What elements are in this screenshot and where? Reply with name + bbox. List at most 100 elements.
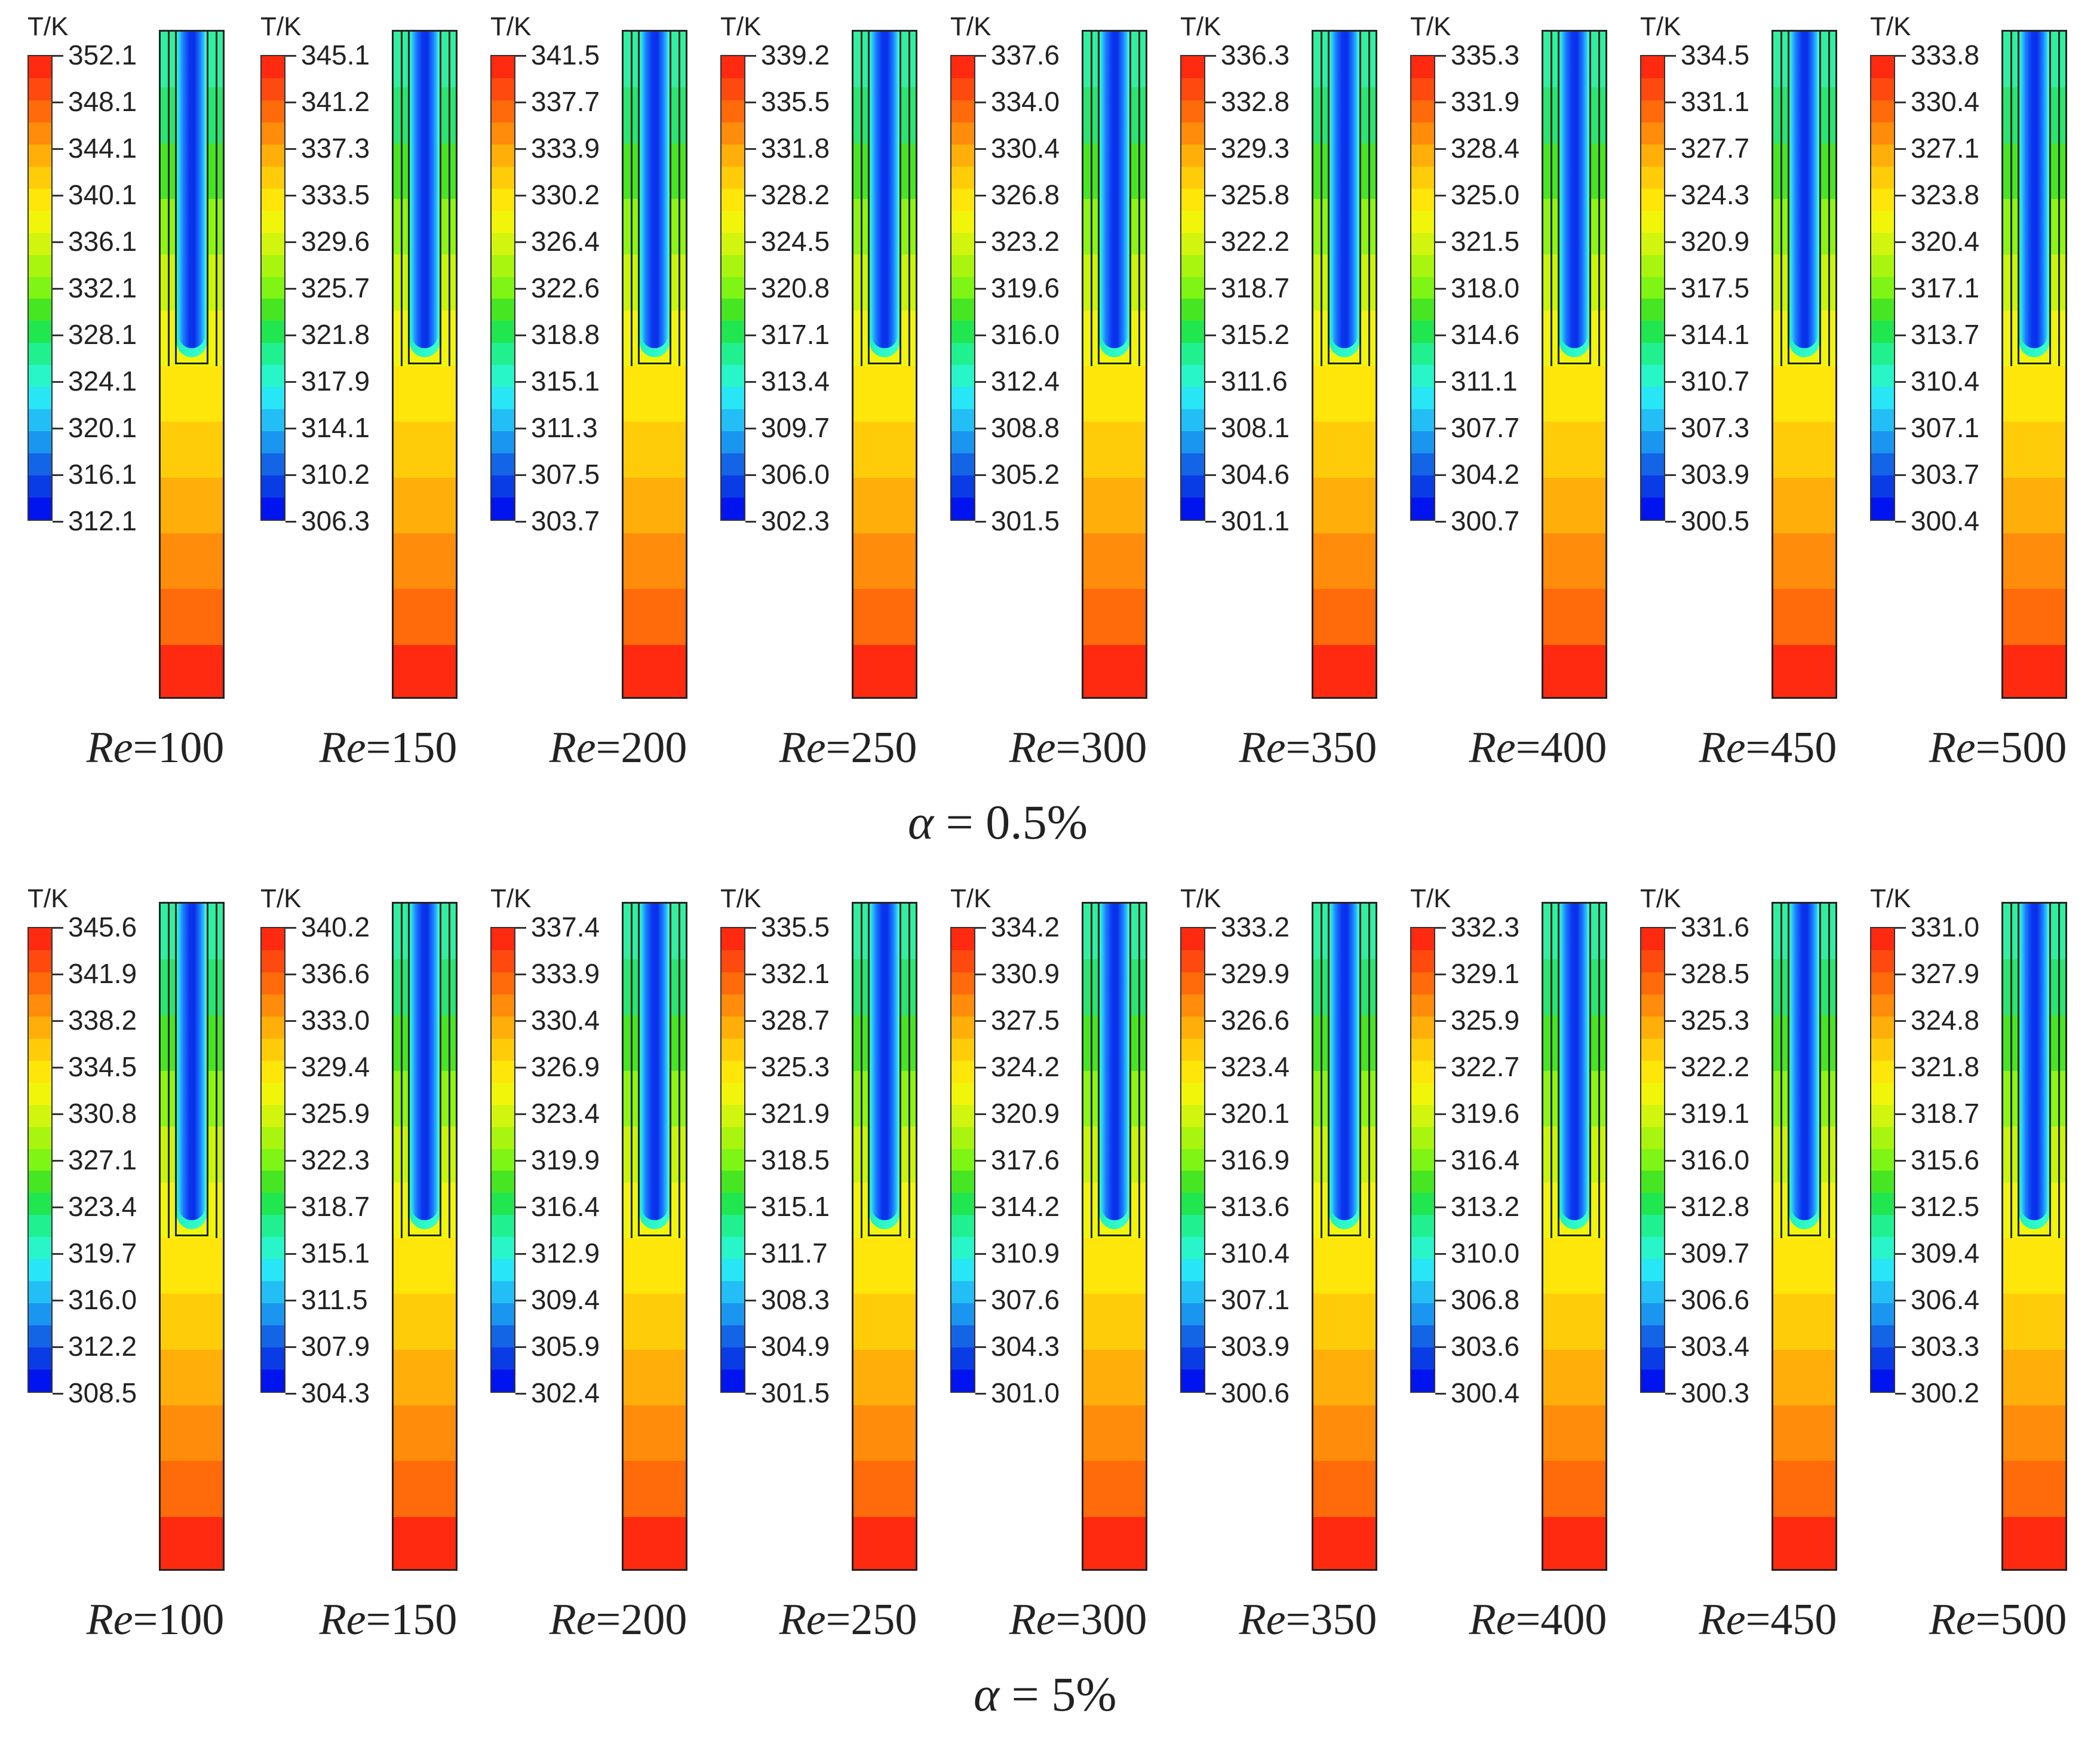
colorbar-tick: [515, 1067, 526, 1068]
colorbar-tick-label: 315.1: [761, 1191, 830, 1222]
colorbar-tick-label: 323.4: [531, 1098, 600, 1129]
reynolds-label: Re=450: [1672, 1595, 1863, 1645]
colorbar-tick: [1205, 1067, 1216, 1068]
colorbar-tick-label: 310.2: [301, 459, 370, 490]
reynolds-symbol: Re: [1929, 1595, 1976, 1644]
colorbar-swatch: [262, 1303, 284, 1326]
alpha-caption: α = 5%: [974, 1666, 1117, 1722]
colorbar-tick: [745, 974, 756, 975]
colorbar-swatch: [722, 321, 744, 343]
colorbar-swatch: [1411, 144, 1434, 167]
colorbar-tick: [745, 428, 756, 429]
colorbar-tick: [285, 1393, 296, 1395]
colorbar-unit-label: T/K: [1640, 884, 1681, 913]
contour-band: [2003, 422, 2065, 478]
colorbar-swatch: [951, 1281, 974, 1304]
colorbar-swatch: [1181, 1237, 1204, 1260]
inner-wall-line: [1780, 32, 1782, 366]
contour-band: [1313, 477, 1376, 534]
colorbar-tick-label: 319.6: [1451, 1098, 1520, 1129]
colorbar-swatch: [262, 387, 284, 410]
contour-band: [161, 533, 223, 590]
contour-band: [853, 477, 916, 534]
inner-wall-line: [1368, 32, 1370, 366]
inner-wall-line: [168, 904, 170, 1238]
alpha-caption: α = 0.5%: [908, 794, 1088, 850]
colorbar-tick: [975, 974, 986, 975]
inner-wall-line: [2058, 32, 2060, 366]
colorbar-tick-label: 304.3: [991, 1331, 1060, 1362]
cold-core-region: [1561, 32, 1588, 348]
colorbar-unit-label: T/K: [490, 884, 532, 913]
contour-band: [2003, 1516, 2065, 1569]
colorbar-swatch: [262, 498, 284, 520]
colorbar-tick: [1895, 1160, 1906, 1162]
colorbar-swatch: [262, 1038, 284, 1061]
reynolds-value: =200: [595, 723, 687, 772]
colorbar-tick-label: 327.7: [1681, 133, 1750, 164]
colorbar-tick-label: 308.3: [761, 1284, 830, 1315]
inner-wall-line: [631, 32, 633, 366]
colorbar: [720, 927, 745, 1393]
colorbar-tick-label: 304.3: [301, 1377, 370, 1408]
colorbar-swatch: [1641, 1215, 1664, 1238]
reynolds-value: =450: [1745, 723, 1837, 772]
colorbar-swatch: [1641, 210, 1664, 233]
colorbar-swatch: [492, 1126, 514, 1149]
colorbar-tick: [1665, 1346, 1676, 1348]
colorbar-swatch: [722, 1281, 744, 1304]
inner-pipe-outline: [1098, 904, 1131, 1236]
colorbar-swatch: [1641, 475, 1664, 498]
reynolds-value: =500: [1975, 723, 2067, 772]
colorbar-swatch: [262, 1171, 284, 1193]
colorbar-tick: [285, 241, 296, 243]
colorbar-tick-label: 328.4: [1451, 133, 1520, 164]
colorbar-swatch: [262, 1104, 284, 1127]
inner-pipe-outline: [408, 904, 441, 1236]
colorbar-unit-label: T/K: [1870, 884, 1911, 913]
colorbar-tick: [1665, 927, 1676, 929]
colorbar-swatch: [1181, 232, 1204, 255]
colorbar-tick: [745, 521, 756, 523]
cold-core-region: [179, 32, 205, 348]
contour-band: [394, 1461, 456, 1518]
contour-band: [161, 477, 223, 534]
contour-band: [161, 1516, 223, 1569]
colorbar-tick-label: 306.4: [1911, 1284, 1980, 1315]
colorbar: [1870, 927, 1895, 1393]
colorbar-tick: [1435, 1020, 1446, 1022]
colorbar-swatch: [492, 188, 514, 211]
colorbar-swatch: [1641, 387, 1664, 410]
colorbar-tick-label: 334.5: [1681, 39, 1750, 70]
colorbar-swatch: [262, 1237, 284, 1260]
reynolds-symbol: Re: [549, 1595, 596, 1644]
reynolds-value: =250: [825, 723, 917, 772]
colorbar-swatch: [1871, 232, 1894, 255]
colorbar-tick-label: 315.2: [1221, 319, 1290, 350]
temperature-contour-tube: [2001, 30, 2067, 699]
colorbar-tick-label: 300.2: [1911, 1377, 1980, 1408]
colorbar-tick-label: 330.8: [68, 1098, 137, 1129]
colorbar-swatch: [1641, 365, 1664, 388]
colorbar-swatch: [1411, 928, 1434, 950]
colorbar-tick-label: 313.6: [1221, 1191, 1290, 1222]
colorbar-swatch: [492, 1171, 514, 1193]
colorbar-swatch: [1411, 1082, 1434, 1105]
colorbar-swatch: [1641, 928, 1664, 950]
colorbar-swatch: [492, 928, 514, 950]
colorbar-swatch: [1181, 475, 1204, 498]
cold-core-region: [641, 904, 668, 1220]
colorbar-tick: [1435, 428, 1446, 429]
colorbar-tick: [1665, 1160, 1676, 1162]
colorbar-tick-label: 306.8: [1451, 1284, 1520, 1315]
colorbar-tick: [1205, 1206, 1216, 1208]
cold-core-region: [412, 32, 438, 348]
colorbar-swatch: [722, 409, 744, 432]
contour-panel: T/K 332.3 329.1 325.9 322.7 319.6 316.4 313.2 31…: [1407, 884, 1640, 1660]
colorbar-tick: [1895, 148, 1906, 150]
colorbar-tick-label: 329.4: [301, 1051, 370, 1082]
colorbar-swatch: [262, 1281, 284, 1304]
contour-band: [1773, 644, 1835, 697]
colorbar-unit-label: T/K: [1180, 884, 1221, 913]
colorbar-tick: [285, 1346, 296, 1348]
